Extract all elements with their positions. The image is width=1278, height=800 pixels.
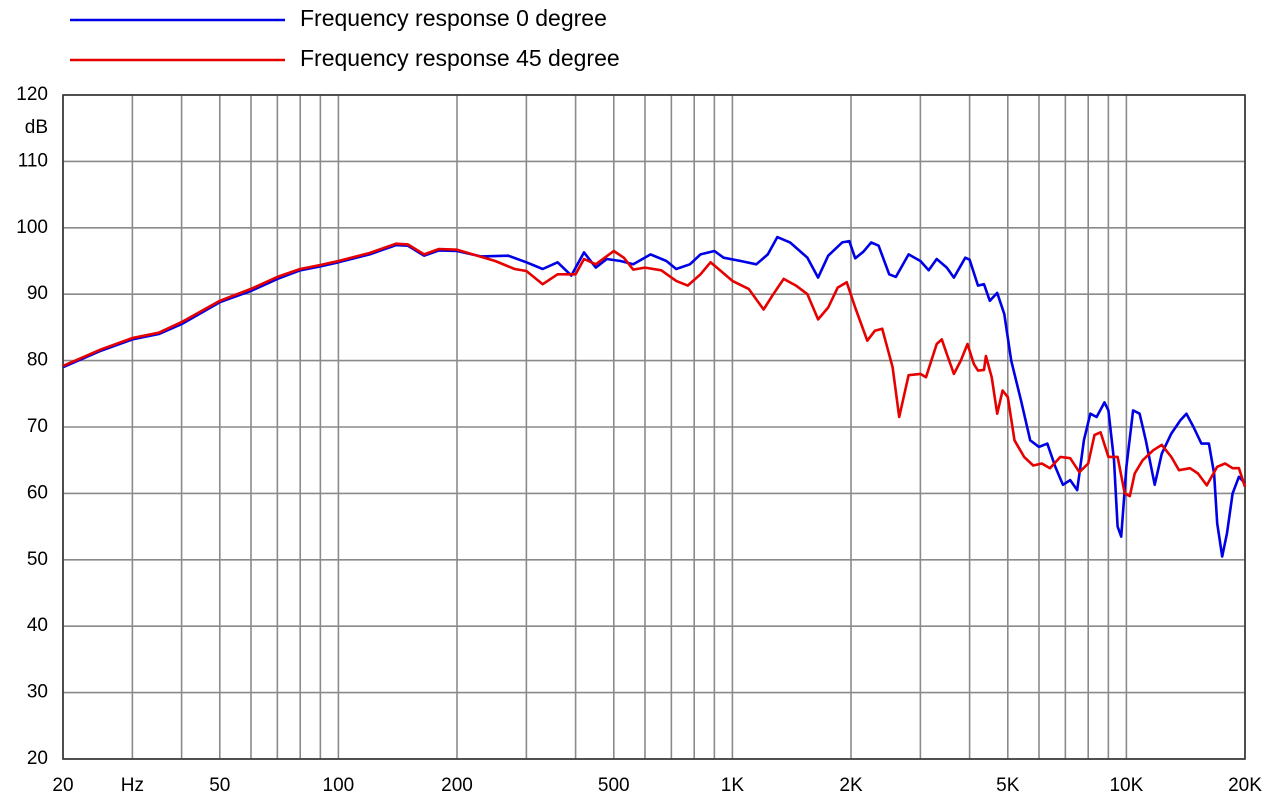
y-unit: dB bbox=[25, 117, 48, 138]
legend-label: Frequency response 0 degree bbox=[300, 5, 607, 31]
x-tick-label: 200 bbox=[441, 775, 473, 796]
y-tick-label: 120 bbox=[16, 84, 48, 105]
y-tick-label: 80 bbox=[27, 350, 48, 371]
y-tick-label: 40 bbox=[27, 615, 48, 636]
x-tick-label: 20 bbox=[52, 775, 73, 796]
y-tick-label: 30 bbox=[27, 682, 48, 703]
legend-label: Frequency response 45 degree bbox=[300, 45, 620, 71]
y-tick-label: 100 bbox=[16, 217, 48, 238]
y-tick-label: 20 bbox=[27, 748, 48, 769]
x-tick-label: 10K bbox=[1109, 775, 1143, 796]
y-tick-label: 50 bbox=[27, 549, 48, 570]
series-line bbox=[62, 242, 1247, 498]
x-tick-label: 1K bbox=[721, 775, 745, 796]
series-line bbox=[62, 235, 1246, 558]
x-tick-label: Hz bbox=[121, 775, 144, 796]
y-tick-label: 70 bbox=[27, 416, 48, 437]
y-tick-label: 90 bbox=[27, 283, 48, 304]
x-tick-label: 5K bbox=[996, 775, 1020, 796]
x-tick-label: 20K bbox=[1228, 775, 1262, 796]
x-tick-label: 2K bbox=[839, 775, 863, 796]
y-tick-label: 110 bbox=[18, 150, 48, 171]
x-tick-label: 500 bbox=[598, 775, 630, 796]
y-tick-label: 60 bbox=[27, 482, 48, 503]
x-tick-label: 100 bbox=[323, 775, 355, 796]
plot-frame bbox=[62, 94, 1246, 760]
x-tick-label: 50 bbox=[209, 775, 230, 796]
